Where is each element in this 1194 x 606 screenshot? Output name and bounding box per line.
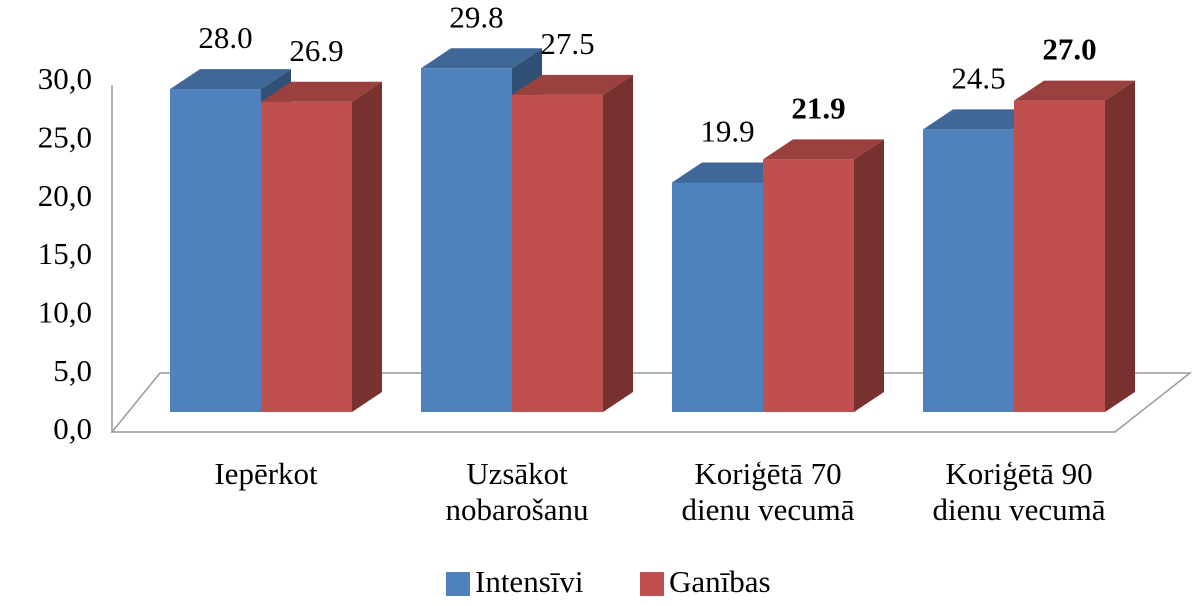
data-label: 28.0 bbox=[198, 20, 252, 55]
bar bbox=[923, 129, 1014, 412]
bar-side bbox=[352, 81, 382, 413]
legend-label: Intensīvi bbox=[475, 564, 584, 599]
bar-top bbox=[672, 162, 793, 183]
y-tick-label: 30,0 bbox=[38, 61, 92, 96]
y-tick-label: 5,0 bbox=[53, 353, 92, 388]
floor bbox=[110, 372, 1193, 433]
bar-top bbox=[261, 81, 382, 102]
bar bbox=[261, 101, 352, 413]
bar-top bbox=[170, 69, 291, 90]
y-tick-label: 20,0 bbox=[38, 178, 92, 213]
bar bbox=[763, 159, 854, 412]
x-tick-label: Uzsākot nobarošanu bbox=[445, 456, 589, 527]
data-label: 24.5 bbox=[951, 61, 1005, 96]
bar-side bbox=[1105, 80, 1135, 412]
y-tick-label: 15,0 bbox=[38, 236, 92, 271]
bar-top bbox=[763, 139, 884, 160]
bar bbox=[1014, 100, 1105, 412]
y-tick-label: 25,0 bbox=[38, 119, 92, 154]
legend-swatch bbox=[446, 572, 470, 596]
data-label: 29.8 bbox=[449, 0, 503, 34]
data-label: 26.9 bbox=[289, 33, 343, 68]
bar bbox=[170, 89, 261, 413]
bar-top bbox=[1014, 80, 1135, 101]
x-tick-label: Koriģētā 90 dienu vecumā bbox=[932, 456, 1106, 527]
bar-top bbox=[512, 74, 633, 95]
bar bbox=[421, 68, 512, 412]
bar-side bbox=[603, 74, 633, 412]
bar bbox=[672, 182, 763, 412]
legend-label: Ganības bbox=[669, 564, 771, 599]
legend-swatch bbox=[640, 572, 664, 596]
bar-side bbox=[854, 139, 884, 413]
data-label: 19.9 bbox=[700, 114, 754, 149]
bar-top bbox=[923, 109, 1044, 130]
data-label: 27.0 bbox=[1042, 32, 1096, 67]
data-label: 21.9 bbox=[791, 91, 845, 126]
bar bbox=[512, 94, 603, 412]
bar-top bbox=[421, 48, 542, 69]
x-tick-label: Iepērkot bbox=[214, 456, 318, 491]
data-label: 27.5 bbox=[540, 26, 594, 61]
x-tick-label: Koriģētā 70 dienu vecumā bbox=[681, 456, 855, 527]
y-tick-label: 0,0 bbox=[53, 411, 92, 446]
y-tick-label: 10,0 bbox=[38, 294, 92, 329]
